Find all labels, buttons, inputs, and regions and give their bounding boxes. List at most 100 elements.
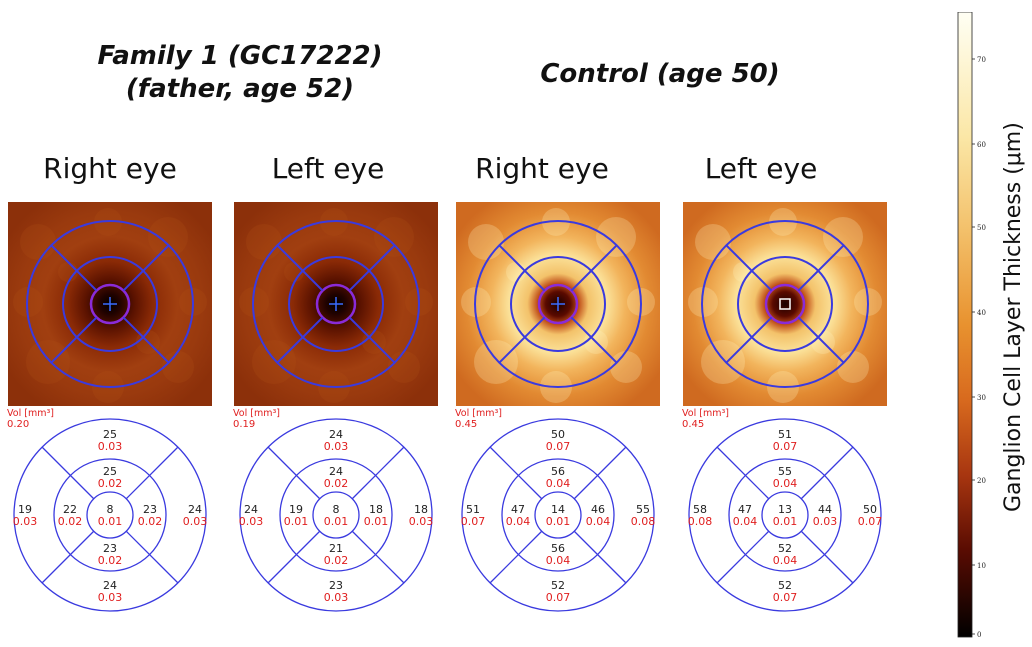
etdrs-sector-line [800, 446, 854, 500]
etdrs-sector-line [351, 446, 405, 500]
volume-value: 0.45 [682, 419, 704, 430]
heatmap-ring-inner [737, 256, 833, 352]
sector-volume-right: 0.07 [858, 515, 883, 528]
sector-volume-inner-bottom: 0.02 [98, 554, 123, 567]
heatmap-texture [701, 340, 745, 384]
heatmap-ring-outer [252, 220, 420, 388]
sector-volume-inner-right: 0.03 [813, 515, 838, 528]
heatmap-ring-outer [701, 220, 869, 388]
sector-thickness-right: 50 [863, 503, 877, 516]
heatmap-panel-3 [456, 202, 660, 406]
sector-thickness-inner-left: 47 [511, 503, 525, 516]
etdrs-sector-line [573, 530, 627, 584]
sector-volume-inner-bottom: 0.04 [546, 554, 571, 567]
sector-volume-center: 0.01 [546, 515, 571, 528]
sector-thickness-right: 24 [188, 503, 202, 516]
sector-volume-inner-left: 0.01 [284, 515, 309, 528]
heatmap-sector-line [498, 244, 546, 292]
volume-value: 0.20 [7, 419, 29, 430]
etdrs-sector-line [267, 446, 321, 500]
sector-volume-inner-left: 0.02 [58, 515, 83, 528]
sector-thickness-bottom: 24 [103, 579, 117, 592]
heatmap-sector-line [797, 316, 845, 364]
etdrs-ring-center [86, 491, 134, 539]
etdrs-ring-center [312, 491, 360, 539]
heatmap-panel-2 [234, 202, 438, 406]
heatmap-sector-line [570, 244, 618, 292]
heatmap-sector-line [348, 316, 396, 364]
sector-thickness-center: 13 [778, 503, 792, 516]
sector-volume-right: 0.08 [631, 515, 656, 528]
heatmap-ring-outer [474, 220, 642, 388]
heatmap-texture [246, 224, 282, 260]
colorbar-tick-label: 20 [977, 477, 986, 485]
sector-volume-inner-bottom: 0.04 [773, 554, 798, 567]
sector-volume-left: 0.07 [461, 515, 486, 528]
sector-volume-right: 0.03 [183, 515, 208, 528]
etdrs-sector-line [573, 446, 627, 500]
heatmap-sector-line [50, 316, 98, 364]
sector-volume-inner-left: 0.04 [506, 515, 531, 528]
etdrs-grid-3: Vol [mm³] 0.45 50 0.07 56 0.04 51 0.07 47 0.04 14 0… [453, 405, 663, 615]
sector-thickness-inner-bottom: 56 [551, 542, 565, 555]
sector-volume-bottom: 0.07 [546, 591, 571, 604]
colorbar-tick-label: 50 [977, 224, 986, 232]
sector-volume-inner-bottom: 0.02 [324, 554, 349, 567]
heatmap-panel-4 [683, 202, 887, 406]
heatmap-ring-center [315, 283, 357, 325]
heatmap-sector-line [276, 244, 324, 292]
sector-thickness-left: 51 [466, 503, 480, 516]
heatmap-ring-center [764, 283, 806, 325]
etdrs-grid-2: Vol [mm³] 0.19 24 0.03 24 0.02 24 0.03 19 0.01 8 0.… [231, 405, 441, 615]
sector-volume-inner-top: 0.04 [773, 477, 798, 490]
fovea-marker [779, 298, 791, 310]
sector-thickness-inner-top: 56 [551, 465, 565, 478]
sector-thickness-inner-right: 18 [369, 503, 383, 516]
sector-volume-top: 0.03 [98, 440, 123, 453]
heatmap-sector-line [725, 316, 773, 364]
etdrs-grid-3-svg: Vol [mm³]0.45500.07560.04510.07470.04140… [455, 408, 656, 612]
heatmap-sector-line [50, 244, 98, 292]
heatmap-ring-center [89, 283, 131, 325]
sector-thickness-top: 51 [778, 428, 792, 441]
heatmap-texture [474, 340, 518, 384]
etdrs-ring-inner [279, 458, 393, 572]
heatmap-texture [148, 217, 188, 257]
sector-thickness-inner-bottom: 23 [103, 542, 117, 555]
heatmap-background [683, 202, 887, 406]
sector-thickness-inner-bottom: 52 [778, 542, 792, 555]
etdrs-ring-inner [728, 458, 842, 572]
sector-thickness-top: 50 [551, 428, 565, 441]
heatmap-sector-line [797, 244, 845, 292]
heatmap-sector-line [570, 316, 618, 364]
heatmap-texture [374, 217, 414, 257]
etdrs-sector-line [267, 530, 321, 584]
heatmap-texture [468, 224, 504, 260]
sector-thickness-bottom: 23 [329, 579, 343, 592]
sector-volume-inner-top: 0.04 [546, 477, 571, 490]
heatmap-texture [252, 340, 296, 384]
colorbar-gradient [957, 11, 973, 638]
volume-value: 0.19 [233, 419, 255, 430]
sector-thickness-inner-right: 23 [143, 503, 157, 516]
sector-volume-left: 0.08 [688, 515, 713, 528]
heatmap-sector-line [276, 316, 324, 364]
sector-thickness-bottom: 52 [778, 579, 792, 592]
sector-volume-left: 0.03 [13, 515, 38, 528]
heatmap-ring-inner [62, 256, 158, 352]
eye-title-3: Right eye [475, 152, 609, 185]
etdrs-sector-line [489, 446, 543, 500]
heatmap-ring-inner [510, 256, 606, 352]
heatmap-texture [596, 217, 636, 257]
sector-thickness-top: 25 [103, 428, 117, 441]
sector-volume-center: 0.01 [773, 515, 798, 528]
colorbar-tick-label: 10 [977, 562, 986, 570]
sector-thickness-left: 58 [693, 503, 707, 516]
sector-volume-inner-right: 0.04 [586, 515, 611, 528]
sector-volume-center: 0.01 [98, 515, 123, 528]
colorbar-svg: 70 60 50 40 30 20 10 0 [957, 11, 986, 639]
heatmap-texture [162, 351, 194, 383]
sector-volume-bottom: 0.07 [773, 591, 798, 604]
etdrs-sector-line [800, 530, 854, 584]
sector-thickness-center: 14 [551, 503, 565, 516]
